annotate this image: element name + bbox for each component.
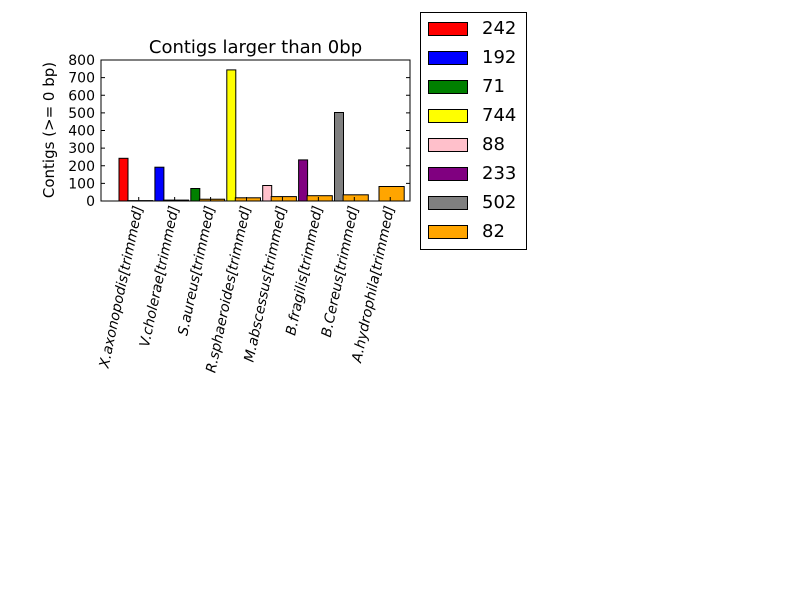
y-tick-label-4: 400: [68, 124, 95, 140]
bar-6-6: [298, 159, 309, 202]
legend-item-8: 82: [428, 222, 505, 242]
legend-item-1: 242: [428, 19, 516, 39]
legend-item-6: 233: [428, 164, 516, 184]
legend-swatch: [428, 109, 468, 123]
x-tick-label-6: B.fragilis[trimmed]: [283, 205, 326, 337]
y-tick-label-8: 800: [68, 53, 95, 69]
legend-swatch: [428, 51, 468, 65]
legend-label: 744: [482, 105, 517, 126]
bars-layer: [118, 69, 405, 202]
bar-2-2: [154, 166, 165, 202]
legend-swatch: [428, 22, 468, 36]
legend-item-4: 744: [428, 106, 516, 126]
chart-title: Contigs larger than 0bp: [149, 37, 362, 58]
bar-3-3: [190, 188, 201, 202]
bar-8-5: [270, 196, 297, 202]
y-axis-label: Contigs (>= 0 bp): [40, 62, 58, 198]
legend-label: 88: [482, 134, 505, 155]
bar-1-1: [118, 157, 129, 202]
legend-item-5: 88: [428, 135, 505, 155]
legend-swatch: [428, 167, 468, 181]
legend-swatch: [428, 138, 468, 152]
y-tick-label-0: 0: [86, 194, 95, 210]
bar-7-7: [334, 112, 344, 202]
bar-4-4: [226, 69, 237, 202]
bar-8-8: [378, 186, 405, 202]
legend-label: 82: [482, 221, 505, 242]
legend-label: 71: [482, 76, 505, 97]
x-tick-label-2: V.cholerae[trimmed]: [137, 205, 183, 349]
bar-5-5: [262, 185, 273, 202]
y-tick-label-1: 100: [68, 176, 95, 192]
y-tick-label-7: 700: [68, 71, 95, 87]
legend: 242 192 71 744 88 233 502 82: [420, 12, 527, 250]
legend-label: 242: [482, 18, 517, 39]
x-tick-label-7: B.Cereus[trimmed]: [319, 205, 362, 339]
legend-item-7: 502: [428, 193, 516, 213]
y-tick-label-3: 300: [68, 141, 95, 157]
legend-label: 233: [482, 163, 517, 184]
legend-swatch: [428, 196, 468, 210]
bar-8-7: [342, 194, 369, 202]
legend-label: 502: [482, 192, 517, 213]
bar-8-6: [306, 195, 333, 202]
legend-label: 192: [482, 47, 517, 68]
x-tick-labels: X.axonopodis[trimmed]V.cholerae[trimmed]…: [96, 197, 398, 374]
y-tick-label-2: 200: [68, 159, 95, 175]
legend-swatch: [428, 80, 468, 94]
plot-frame: [100, 59, 411, 202]
legend-item-2: 192: [428, 48, 516, 68]
x-tick-label-3: S.aureus[trimmed]: [175, 205, 218, 338]
y-tick-label-5: 500: [68, 106, 95, 122]
legend-item-3: 71: [428, 77, 505, 97]
legend-swatch: [428, 225, 468, 239]
y-tick-label-6: 600: [68, 88, 95, 104]
